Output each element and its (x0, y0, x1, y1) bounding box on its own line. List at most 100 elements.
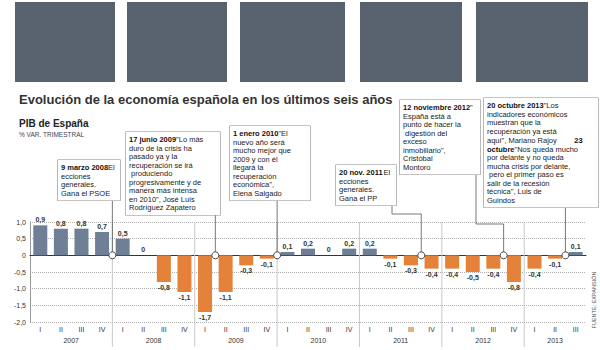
svg-text:III: III (243, 326, 249, 333)
svg-text:-0,8: -0,8 (508, 284, 520, 292)
svg-text:-0,5: -0,5 (14, 269, 26, 276)
svg-text:0,5: 0,5 (16, 235, 26, 242)
svg-text:-0,8: -0,8 (158, 284, 170, 292)
svg-text:III: III (326, 326, 332, 333)
svg-text:duro de la crisis ha: duro de la crisis ha (129, 143, 194, 153)
svg-text:-2,0: -2,0 (14, 319, 26, 326)
svg-text:0: 0 (327, 246, 331, 253)
svg-text:2007: 2007 (63, 337, 79, 344)
svg-text:1,0: 1,0 (16, 219, 26, 226)
svg-text:Montoro: Montoro (403, 163, 431, 172)
svg-text:I: I (39, 326, 41, 333)
svg-text:II: II (59, 326, 63, 333)
svg-text:II: II (306, 326, 310, 333)
svg-text:20 octubre 2013: 20 octubre 2013 (487, 101, 544, 110)
svg-text:Guindos: Guindos (487, 196, 515, 205)
svg-text:El: El (384, 168, 391, 177)
svg-text:octubre: octubre (487, 145, 515, 154)
svg-text:IV: IV (99, 326, 106, 333)
svg-text:IV: IV (428, 326, 435, 333)
svg-text:23: 23 (574, 136, 584, 145)
svg-text:0,2: 0,2 (344, 240, 354, 248)
svg-text:III: III (79, 326, 85, 333)
svg-text:pasado ya y la: pasado ya y la (129, 152, 180, 162)
svg-text:El: El (108, 163, 115, 172)
svg-text:0: 0 (22, 252, 26, 259)
svg-text:Gana el PP: Gana el PP (339, 194, 377, 203)
svg-text:-0,3: -0,3 (405, 267, 417, 275)
svg-text:2008: 2008 (146, 337, 162, 344)
svg-text:III: III (161, 326, 167, 333)
svg-text:I: I (534, 326, 536, 333)
svg-text:0,1: 0,1 (283, 243, 293, 251)
svg-text:FUENTE: EXPANSIÓN: FUENTE: EXPANSIÓN (591, 272, 597, 329)
svg-text:2011: 2011 (393, 337, 408, 344)
svg-text:12 noviembre 2012: 12 noviembre 2012 (403, 103, 470, 112)
svg-text:II: II (224, 326, 228, 333)
svg-text:I: I (451, 326, 453, 333)
svg-text:-1,1: -1,1 (220, 294, 232, 302)
svg-text:recuperación se irá: recuperación se irá (129, 160, 193, 170)
svg-text:20 nov. 2011: 20 nov. 2011 (339, 168, 383, 177)
svg-text:-1,1: -1,1 (178, 294, 190, 302)
svg-text:IV: IV (264, 326, 271, 333)
svg-text:-0,5: -0,5 (467, 274, 479, 282)
svg-text:": " (470, 103, 473, 112)
svg-text:"Lo más: "Lo más (176, 135, 205, 144)
svg-text:Gana el PSOE: Gana el PSOE (61, 189, 110, 198)
svg-text:-0,4: -0,4 (446, 271, 458, 279)
svg-text:III: III (573, 326, 579, 333)
svg-text:generales.: generales. (61, 180, 99, 190)
svg-text:2013: 2013 (547, 337, 563, 344)
svg-text:0,8: 0,8 (56, 220, 66, 228)
svg-text:1 enero 2010: 1 enero 2010 (233, 129, 278, 138)
svg-text:-1,7: -1,7 (199, 314, 211, 322)
svg-text:IV: IV (181, 326, 188, 333)
svg-text:I: I (369, 326, 371, 333)
svg-text:0: 0 (141, 246, 145, 253)
svg-text:III: III (408, 326, 414, 333)
svg-text:2009: 2009 (228, 337, 244, 344)
svg-text:0,1: 0,1 (571, 243, 581, 251)
svg-text:aquí", Mariano Rajoy: aquí", Mariano Rajoy (487, 136, 557, 145)
svg-text:IV: IV (511, 326, 518, 333)
svg-text:II: II (388, 326, 392, 333)
svg-text:II: II (141, 326, 145, 333)
svg-text:-0,4: -0,4 (426, 271, 438, 279)
svg-text:PIB de España: PIB de España (19, 118, 89, 129)
svg-text:-1,0: -1,0 (14, 285, 26, 292)
svg-text:-0,4: -0,4 (487, 271, 499, 279)
svg-text:"El: "El (278, 129, 289, 138)
svg-text:0,8: 0,8 (77, 220, 87, 228)
svg-text:0,2: 0,2 (365, 240, 375, 248)
svg-text:-0,4: -0,4 (528, 271, 540, 279)
svg-text:2012: 2012 (475, 337, 491, 344)
svg-text:-0,3: -0,3 (240, 267, 252, 275)
svg-text:"Nos queda mucho: "Nos queda mucho (515, 145, 581, 154)
svg-text:II: II (471, 326, 475, 333)
svg-text:"Los: "Los (544, 101, 561, 110)
svg-text:-0,1: -0,1 (261, 261, 273, 269)
svg-text:II: II (553, 326, 557, 333)
svg-text:0,5: 0,5 (118, 230, 128, 238)
svg-text:-0,1: -0,1 (549, 261, 561, 269)
svg-text:0,7: 0,7 (97, 223, 107, 231)
svg-text:0,9: 0,9 (35, 216, 45, 224)
svg-text:I: I (204, 326, 206, 333)
svg-text:-1,5: -1,5 (14, 302, 26, 309)
svg-text:Evolución de la economía españ: Evolución de la economía española en los… (19, 92, 393, 107)
svg-text:recuperación ya está: recuperación ya está (487, 127, 559, 136)
svg-text:9 marzo 2008: 9 marzo 2008 (61, 163, 108, 172)
svg-text:-0,1: -0,1 (384, 261, 396, 269)
svg-text:0,2: 0,2 (303, 240, 313, 248)
svg-text:I: I (122, 326, 124, 333)
svg-text:III: III (490, 326, 496, 333)
svg-text:Elena Salgado: Elena Salgado (233, 189, 282, 198)
svg-text:Rodríguez Zapatero: Rodríguez Zapatero (129, 203, 196, 212)
svg-text:IV: IV (346, 326, 353, 333)
svg-text:I: I (286, 326, 288, 333)
svg-text:17 junio 2009: 17 junio 2009 (129, 135, 176, 144)
svg-text:% VAR. TRIMESTRAL: % VAR. TRIMESTRAL (19, 131, 85, 138)
svg-text:2010: 2010 (311, 337, 327, 344)
svg-text:ecciones: ecciones (61, 171, 93, 181)
